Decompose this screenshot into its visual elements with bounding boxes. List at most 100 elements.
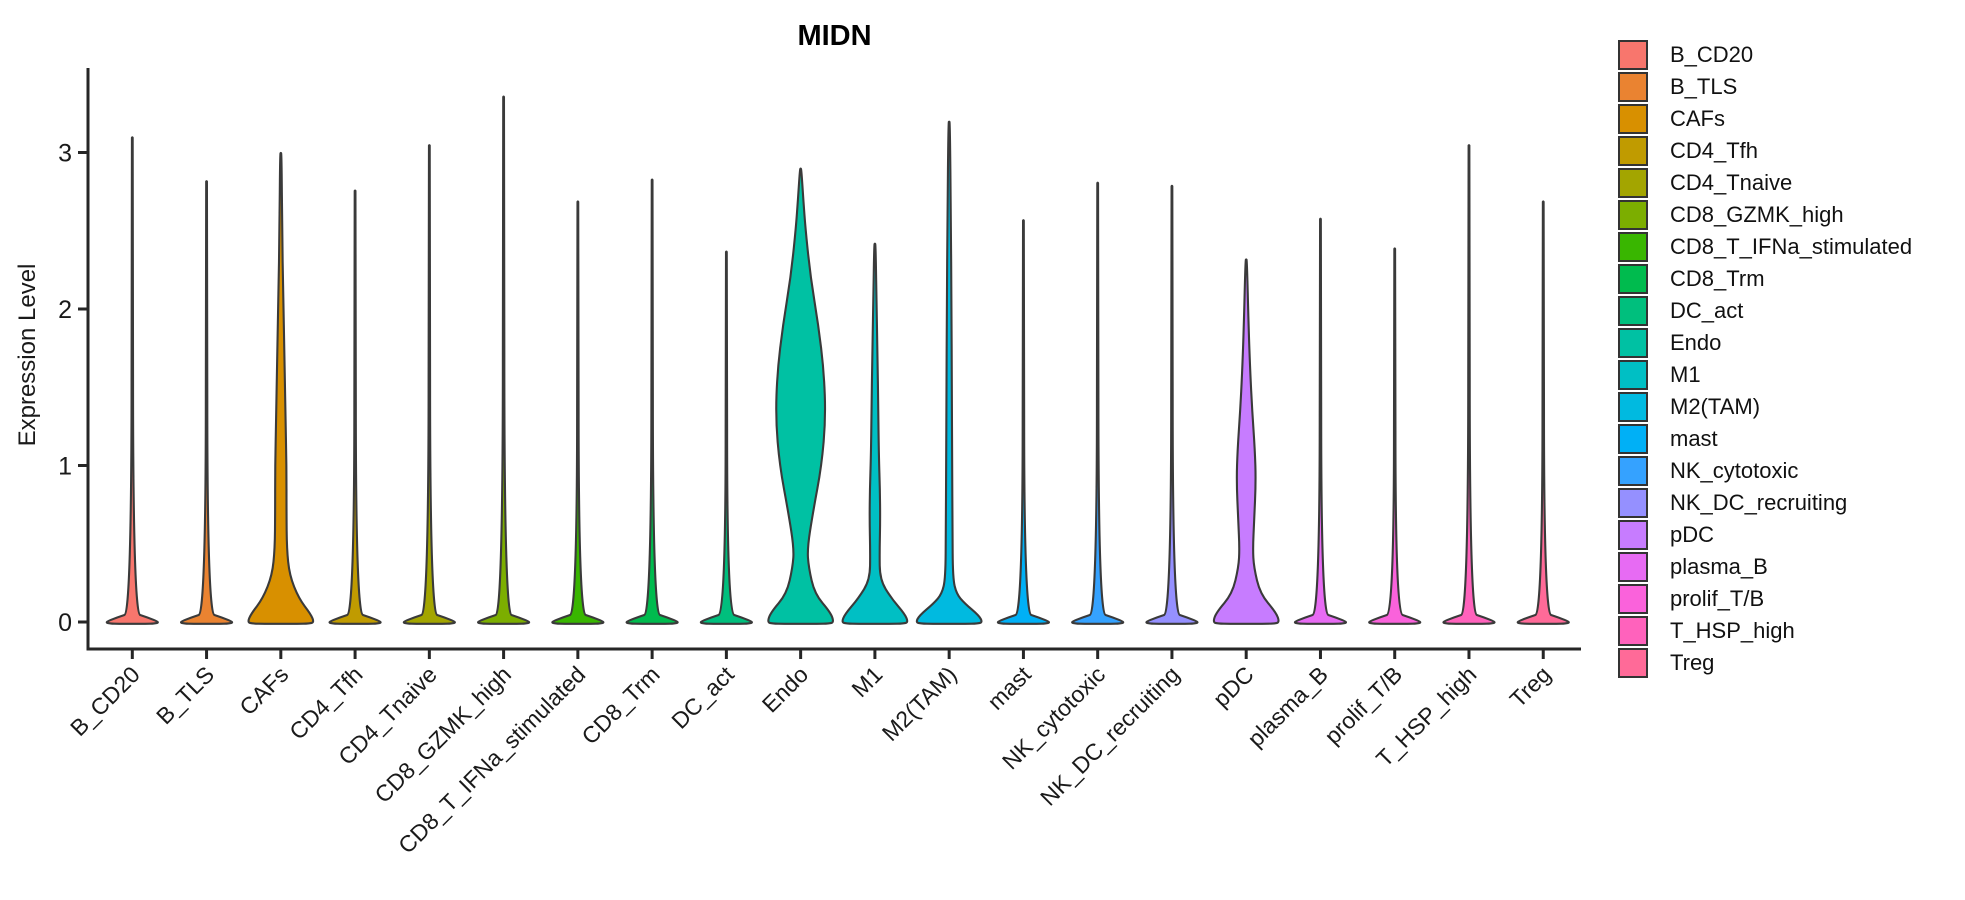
violin-B_TLS: [179, 180, 234, 625]
violin-NK_cytotoxic: [1071, 181, 1125, 625]
legend-swatch: [1618, 648, 1648, 678]
legend-item: NK_DC_recruiting: [1618, 488, 1912, 518]
y-tick-label: 3: [58, 140, 72, 168]
legend-swatch: [1618, 232, 1648, 262]
legend-item: T_HSP_high: [1618, 616, 1912, 646]
violin-pDC: [1212, 258, 1280, 625]
legend-swatch: [1618, 360, 1648, 390]
legend-label: prolif_T/B: [1670, 586, 1765, 611]
legend-item: CD4_Tfh: [1618, 136, 1912, 166]
violin-CD8_GZMK_high: [477, 95, 531, 625]
legend-label: M1: [1670, 362, 1701, 387]
legend-swatch: [1618, 552, 1648, 582]
legend-item: Endo: [1618, 328, 1912, 358]
legend-swatch: [1618, 200, 1648, 230]
legend-item: CAFs: [1618, 104, 1912, 134]
x-tick-label: B_TLS: [151, 661, 219, 729]
legend-label: Treg: [1670, 650, 1715, 675]
legend-label: DC_act: [1670, 298, 1744, 323]
legend-item: B_CD20: [1618, 40, 1912, 70]
x-tick-label: DC_act: [666, 661, 739, 734]
y-tick-label: 0: [58, 609, 72, 637]
legend-swatch: [1618, 520, 1648, 550]
legend-swatch: [1618, 168, 1648, 198]
x-tick-label: CAFs: [234, 661, 293, 720]
violin-prolif_T/B: [1368, 247, 1422, 625]
legend-swatch: [1618, 40, 1648, 70]
legend-item: M2(TAM): [1618, 392, 1912, 422]
legend-item: plasma_B: [1618, 552, 1912, 582]
legend-item: pDC: [1618, 520, 1912, 550]
legend-swatch: [1618, 488, 1648, 518]
violin-M1: [841, 242, 909, 625]
violin-mast: [996, 219, 1050, 625]
legend-label: B_CD20: [1670, 42, 1754, 67]
violin-CAFs: [247, 151, 315, 625]
legend-label: CAFs: [1670, 106, 1725, 131]
legend-swatch: [1618, 584, 1648, 614]
legend: B_CD20 B_TLS CAFs CD4_Tfh CD4_Tnaive CD8_GZMK…: [1618, 40, 1912, 680]
violin-CD8_Trm: [625, 178, 679, 625]
legend-swatch: [1618, 616, 1648, 646]
x-tick-label: plasma_B: [1242, 661, 1333, 752]
violin-T_HSP_high: [1442, 144, 1496, 625]
violin-NK_DC_recruiting: [1145, 184, 1199, 625]
legend-item: CD8_T_IFNa_stimulated: [1618, 232, 1912, 262]
legend-label: Endo: [1670, 330, 1722, 355]
violin-Endo: [767, 167, 834, 625]
legend-swatch: [1618, 136, 1648, 166]
legend-label: NK_cytotoxic: [1670, 458, 1799, 483]
violin-CD8_T_IFNa_stimulated: [551, 200, 605, 625]
legend-label: plasma_B: [1670, 554, 1768, 579]
violin-DC_act: [699, 250, 753, 625]
violin-CD4_Tnaive: [402, 144, 456, 625]
legend-item: DC_act: [1618, 296, 1912, 326]
x-tick-label: CD8_GZMK_high: [369, 661, 516, 808]
legend-swatch: [1618, 104, 1648, 134]
legend-label: CD8_GZMK_high: [1670, 202, 1844, 227]
legend-label: mast: [1670, 426, 1718, 451]
legend-swatch: [1618, 456, 1648, 486]
y-tick-label: 1: [58, 453, 72, 481]
legend-label: NK_DC_recruiting: [1670, 490, 1848, 515]
violin-plasma_B: [1293, 217, 1348, 625]
legend-swatch: [1618, 392, 1648, 422]
legend-item: Treg: [1618, 648, 1912, 678]
legend-item: CD8_Trm: [1618, 264, 1912, 294]
legend-swatch: [1618, 328, 1648, 358]
x-tick-label: mast: [982, 661, 1036, 715]
x-tick-label: M1: [846, 661, 887, 702]
x-tick-label: M2(TAM): [877, 661, 962, 746]
legend-item: M1: [1618, 360, 1912, 390]
x-tick-label: Treg: [1505, 661, 1556, 712]
x-tick-label: NK_DC_recruiting: [1035, 661, 1184, 810]
legend-label: T_HSP_high: [1670, 618, 1795, 643]
legend-label: M2(TAM): [1670, 394, 1761, 419]
legend-swatch: [1618, 424, 1648, 454]
legend-label: CD4_Tnaive: [1670, 170, 1793, 195]
legend-label: CD8_T_IFNa_stimulated: [1670, 234, 1913, 259]
violin-B_CD20: [105, 136, 159, 625]
legend-item: CD4_Tnaive: [1618, 168, 1912, 198]
legend-item: prolif_T/B: [1618, 584, 1912, 614]
violin-Treg: [1516, 200, 1570, 625]
x-tick-label: Endo: [757, 661, 813, 717]
legend-label: pDC: [1670, 522, 1715, 547]
violin-CD4_Tfh: [328, 189, 382, 625]
legend-item: NK_cytotoxic: [1618, 456, 1912, 486]
x-tick-label: pDC: [1208, 661, 1259, 712]
legend-label: CD4_Tfh: [1670, 138, 1759, 163]
legend-swatch: [1618, 72, 1648, 102]
legend-label: B_TLS: [1670, 74, 1738, 99]
legend-swatch: [1618, 296, 1648, 326]
legend-item: mast: [1618, 424, 1912, 454]
x-tick-label: CD8_Trm: [576, 661, 664, 749]
legend-label: CD8_Trm: [1670, 266, 1765, 291]
chart-title: MIDN: [797, 20, 872, 52]
legend-item: CD8_GZMK_high: [1618, 200, 1912, 230]
y-tick-label: 2: [58, 296, 72, 324]
legend-swatch: [1618, 264, 1648, 294]
x-tick-label: B_CD20: [65, 661, 145, 741]
